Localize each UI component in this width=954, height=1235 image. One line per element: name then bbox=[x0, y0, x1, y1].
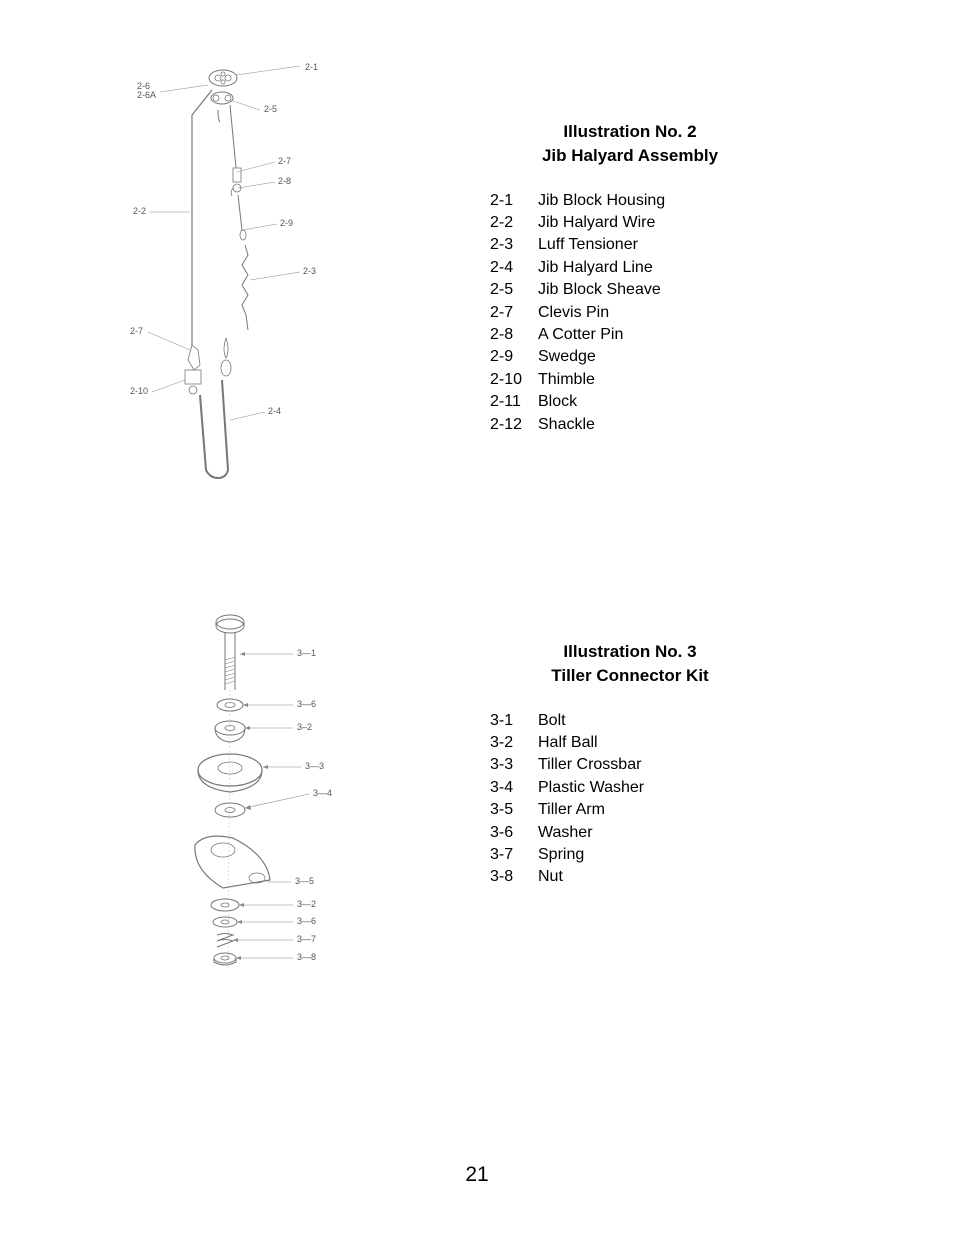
part-row: 2-9Swedge bbox=[490, 346, 770, 368]
part-number: 2-11 bbox=[490, 391, 538, 413]
callout: 3—8 bbox=[297, 952, 316, 962]
callout: 2-7 bbox=[278, 156, 291, 166]
part-number: 3-4 bbox=[490, 777, 538, 799]
heading-line: Tiller Connector Kit bbox=[490, 664, 770, 688]
part-number: 2-7 bbox=[490, 302, 538, 324]
part-number: 2-10 bbox=[490, 369, 538, 391]
part-row: 3-5Tiller Arm bbox=[490, 799, 770, 821]
part-number: 3-6 bbox=[490, 822, 538, 844]
part-label: Luff Tensioner bbox=[538, 234, 770, 256]
part-row: 3-6Washer bbox=[490, 822, 770, 844]
part-row: 3-7Spring bbox=[490, 844, 770, 866]
illustration-3-parts-list: 3-1Bolt3-2Half Ball3-3Tiller Crossbar3-4… bbox=[490, 710, 770, 889]
part-label: Spring bbox=[538, 844, 770, 866]
illustration-2-parts-list: 2-1Jib Block Housing2-2Jib Halyard Wire2… bbox=[490, 190, 770, 436]
part-label: Swedge bbox=[538, 346, 770, 368]
part-row: 2-2Jib Halyard Wire bbox=[490, 212, 770, 234]
part-row: 3-1Bolt bbox=[490, 710, 770, 732]
part-label: Jib Block Housing bbox=[538, 190, 770, 212]
callout: 2-7 bbox=[130, 326, 143, 336]
illustration-2-text: Illustration No. 2 Jib Halyard Assembly … bbox=[490, 120, 770, 436]
part-row: 2-7Clevis Pin bbox=[490, 302, 770, 324]
part-number: 2-8 bbox=[490, 324, 538, 346]
part-label: Jib Halyard Line bbox=[538, 257, 770, 279]
callout: 3–2 bbox=[297, 722, 312, 732]
callout: 2-4 bbox=[268, 406, 281, 416]
part-label: Block bbox=[538, 391, 770, 413]
part-number: 3-2 bbox=[490, 732, 538, 754]
callout: 2-2 bbox=[133, 206, 146, 216]
part-row: 2-3Luff Tensioner bbox=[490, 234, 770, 256]
part-row: 3-3Tiller Crossbar bbox=[490, 754, 770, 776]
callout: 2-5 bbox=[264, 104, 277, 114]
part-label: Tiller Arm bbox=[538, 799, 770, 821]
heading-line: Jib Halyard Assembly bbox=[490, 144, 770, 168]
part-row: 3-8Nut bbox=[490, 866, 770, 888]
part-label: Thimble bbox=[538, 369, 770, 391]
part-number: 2-3 bbox=[490, 234, 538, 256]
part-row: 2-10Thimble bbox=[490, 369, 770, 391]
part-number: 3-1 bbox=[490, 710, 538, 732]
page-number: 21 bbox=[465, 1163, 488, 1187]
part-row: 2-4Jib Halyard Line bbox=[490, 257, 770, 279]
part-number: 3-5 bbox=[490, 799, 538, 821]
part-number: 2-9 bbox=[490, 346, 538, 368]
callout: 2-10 bbox=[130, 386, 148, 396]
part-number: 3-8 bbox=[490, 866, 538, 888]
part-label: Bolt bbox=[538, 710, 770, 732]
heading-line: Illustration No. 3 bbox=[490, 640, 770, 664]
callout: 3—1 bbox=[297, 648, 316, 658]
callout: 3—5 bbox=[295, 876, 314, 886]
part-label: Plastic Washer bbox=[538, 777, 770, 799]
part-row: 2-1Jib Block Housing bbox=[490, 190, 770, 212]
callout: 3—3 bbox=[305, 761, 324, 771]
part-row: 2-11Block bbox=[490, 391, 770, 413]
callout: 2-3 bbox=[303, 266, 316, 276]
part-number: 3-7 bbox=[490, 844, 538, 866]
part-label: Jib Halyard Wire bbox=[538, 212, 770, 234]
part-label: Half Ball bbox=[538, 732, 770, 754]
illustration-3-text: Illustration No. 3 Tiller Connector Kit … bbox=[490, 640, 770, 889]
part-number: 2-5 bbox=[490, 279, 538, 301]
part-number: 2-12 bbox=[490, 414, 538, 436]
part-label: Nut bbox=[538, 866, 770, 888]
callout: 3—6 bbox=[297, 699, 316, 709]
jib-halyard-diagram: 2-1 2-62-6A 2-5 2-7 2-8 2-2 2-9 2-3 2-7 … bbox=[130, 60, 350, 480]
callout: 2-62-6A bbox=[137, 82, 156, 100]
part-row: 2-12Shackle bbox=[490, 414, 770, 436]
part-label: Tiller Crossbar bbox=[538, 754, 770, 776]
illustration-2-heading: Illustration No. 2 Jib Halyard Assembly bbox=[490, 120, 770, 168]
part-label: Clevis Pin bbox=[538, 302, 770, 324]
callout: 3—6 bbox=[297, 916, 316, 926]
part-number: 3-3 bbox=[490, 754, 538, 776]
part-number: 2-2 bbox=[490, 212, 538, 234]
tiller-connector-diagram: ring bbox=[175, 610, 355, 980]
part-row: 2-8A Cotter Pin bbox=[490, 324, 770, 346]
part-row: 2-5Jib Block Sheave bbox=[490, 279, 770, 301]
part-label: A Cotter Pin bbox=[538, 324, 770, 346]
callout: 2-1 bbox=[305, 62, 318, 72]
heading-line: Illustration No. 2 bbox=[490, 120, 770, 144]
callout: 3—7 bbox=[297, 934, 316, 944]
illustration-3-heading: Illustration No. 3 Tiller Connector Kit bbox=[490, 640, 770, 688]
diagram-svg-1 bbox=[130, 60, 350, 480]
part-row: 3-2Half Ball bbox=[490, 732, 770, 754]
callout: 2-9 bbox=[280, 218, 293, 228]
part-label: Jib Block Sheave bbox=[538, 279, 770, 301]
part-number: 2-1 bbox=[490, 190, 538, 212]
part-number: 2-4 bbox=[490, 257, 538, 279]
part-row: 3-4Plastic Washer bbox=[490, 777, 770, 799]
part-label: Washer bbox=[538, 822, 770, 844]
callout: 3—2 bbox=[297, 899, 316, 909]
callout: 3—4 bbox=[313, 788, 332, 798]
callout: 2-8 bbox=[278, 176, 291, 186]
part-label: Shackle bbox=[538, 414, 770, 436]
